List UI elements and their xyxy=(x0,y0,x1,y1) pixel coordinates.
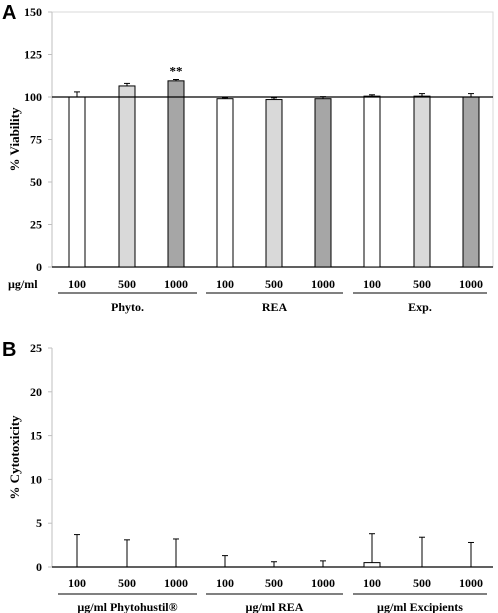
category-label: 1000 xyxy=(311,576,335,590)
significance-annotation: ** xyxy=(170,63,183,78)
panel-letter: A xyxy=(2,2,16,24)
category-label: 500 xyxy=(265,277,283,291)
category-label: 1000 xyxy=(311,277,335,291)
bar xyxy=(413,95,431,268)
category-label: 500 xyxy=(413,277,431,291)
category-label: 100 xyxy=(216,277,234,291)
y-tick-label: 15 xyxy=(30,429,42,443)
bar xyxy=(265,99,283,268)
y-tick-label: 10 xyxy=(30,472,42,486)
group-label: Exp. xyxy=(408,300,432,314)
y-axis-title: % Viability xyxy=(7,107,22,171)
category-label: 100 xyxy=(363,277,381,291)
unit-label: µg/ml xyxy=(8,277,38,291)
bar xyxy=(216,98,234,268)
bar xyxy=(68,96,86,268)
group-label: µg/ml Phytohustil® xyxy=(77,600,177,613)
y-tick-label: 20 xyxy=(30,385,42,399)
bar xyxy=(118,85,136,268)
y-tick-label: 100 xyxy=(24,90,42,104)
category-label: 100 xyxy=(68,576,86,590)
y-axis-title: % Cytotoxicity xyxy=(7,415,22,500)
y-tick-label: 125 xyxy=(24,48,42,62)
category-label: 1000 xyxy=(164,277,188,291)
y-tick-label: 5 xyxy=(36,516,42,530)
bar xyxy=(314,98,332,268)
y-tick-label: 0 xyxy=(36,560,42,574)
group-label: Phyto. xyxy=(111,300,144,314)
category-label: 100 xyxy=(363,576,381,590)
bar xyxy=(363,562,381,568)
y-tick-label: 75 xyxy=(30,133,42,147)
y-tick-label: 150 xyxy=(24,5,42,19)
category-label: 500 xyxy=(265,576,283,590)
category-label: 1000 xyxy=(459,277,483,291)
category-label: 500 xyxy=(118,277,136,291)
group-label: µg/ml Excipients xyxy=(377,600,463,613)
category-label: 100 xyxy=(68,277,86,291)
group-label: µg/ml REA xyxy=(246,600,304,613)
y-tick-label: 0 xyxy=(36,260,42,274)
panel-b-chart: B 0 5 10 15 20 25 % Cytotoxicity 100 500 1000 µg/ml… xyxy=(2,339,493,613)
y-tick-label: 25 xyxy=(30,341,42,355)
category-label: 1000 xyxy=(164,576,188,590)
bar xyxy=(167,80,185,268)
category-label: 1000 xyxy=(459,576,483,590)
y-tick-label: 50 xyxy=(30,175,42,189)
category-label: 500 xyxy=(118,576,136,590)
y-tick-label: 25 xyxy=(30,218,42,232)
bar xyxy=(363,95,381,268)
category-label: 500 xyxy=(413,576,431,590)
category-label: 100 xyxy=(216,576,234,590)
bar xyxy=(462,96,480,268)
panel-letter: B xyxy=(2,339,16,361)
group-label: REA xyxy=(262,300,288,314)
